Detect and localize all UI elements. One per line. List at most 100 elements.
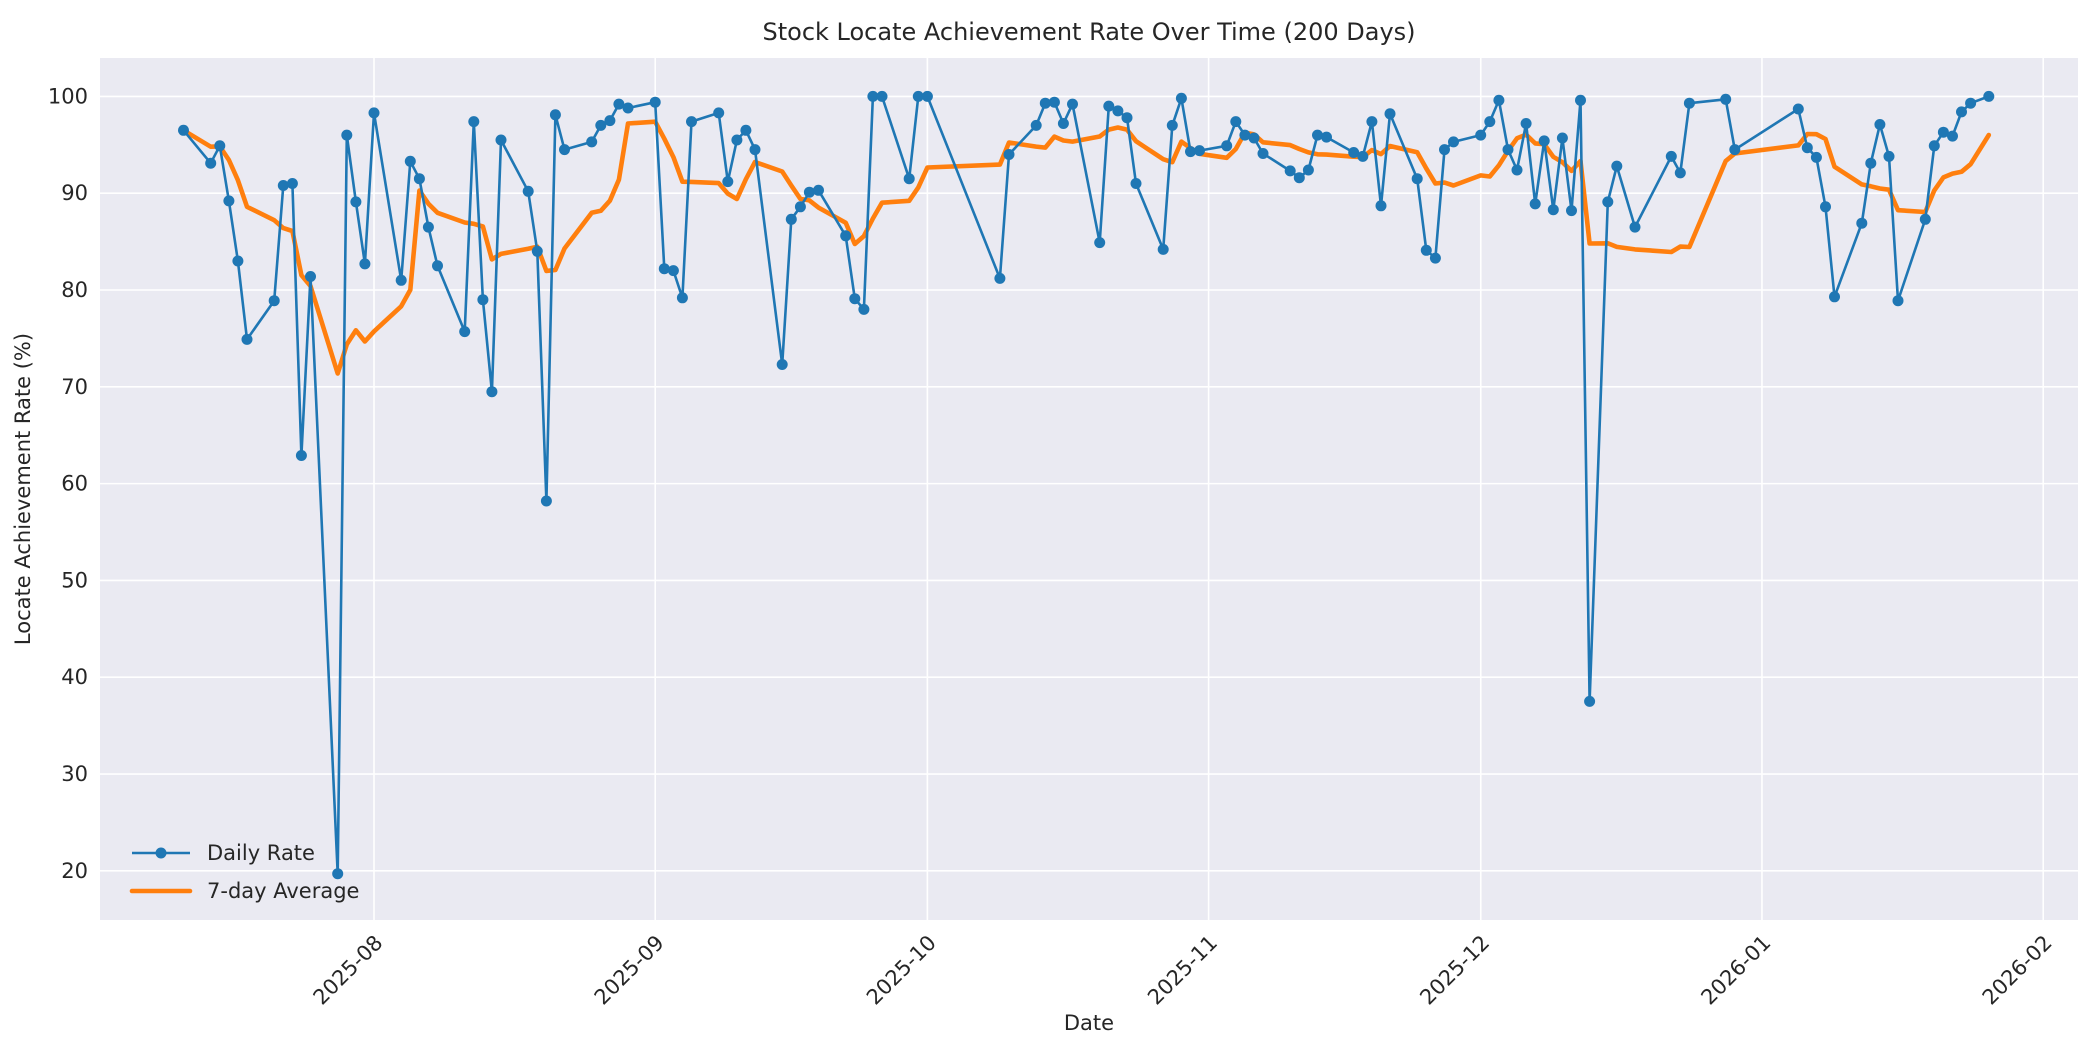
y-tick-label: 40 [61, 665, 88, 689]
daily-rate-data-point [1947, 130, 1958, 142]
daily-rate-data-point [214, 140, 226, 152]
daily-rate-data-point [1375, 200, 1387, 212]
daily-rate-data-point [295, 450, 307, 461]
series-7day-average [181, 119, 1992, 376]
y-tick-label: 50 [61, 568, 88, 592]
daily-rate-data-point [1175, 92, 1187, 104]
daily-rate-data-point [1157, 243, 1169, 255]
daily-rate-data-point [413, 173, 425, 185]
daily-rate-data-point [531, 245, 543, 257]
daily-rate-data-point [404, 155, 416, 167]
x-tick-label: 2025-11 [1143, 931, 1222, 1010]
daily-rate-data-point [1185, 146, 1196, 158]
daily-rate-data-point [1366, 116, 1378, 128]
y-tick-label: 30 [61, 762, 88, 786]
daily-rate-data-point [486, 386, 498, 398]
daily-rate-data-point [1547, 204, 1559, 216]
legend-daily-rate-marker-icon [155, 847, 167, 859]
daily-rate-data-point [849, 293, 861, 305]
daily-rate-data-point [1602, 196, 1614, 208]
daily-rate-data-point [205, 157, 217, 169]
daily-rate-data-point [350, 196, 362, 208]
daily-rate-data-point [676, 292, 688, 304]
daily-rate-data-point [840, 230, 852, 242]
daily-rate-data-point [286, 178, 298, 189]
daily-rate-data-point [903, 173, 915, 185]
daily-rate-data-point [1003, 149, 1015, 160]
legend-7day-average-label: 7-day Average [207, 879, 359, 903]
daily-rate-data-point [1865, 157, 1877, 169]
daily-rate-data-point [1257, 148, 1269, 159]
daily-rate-data-point [686, 116, 697, 128]
daily-rate-data-point [1538, 135, 1550, 147]
daily-rate-data-point [1357, 150, 1369, 162]
daily-rate-data-point [1502, 144, 1514, 156]
daily-rate-data-point [522, 185, 534, 197]
daily-rate-data-point [1665, 150, 1677, 162]
x-tick-label: 2025-10 [862, 931, 941, 1010]
daily-rate-data-point [1166, 119, 1178, 131]
daily-rate-data-point [1556, 132, 1568, 144]
daily-rate-data-point [1484, 116, 1496, 128]
x-axis-tick-labels: 2025-08 2025-09 2025-10 2025-11 2025-12 2026-… [309, 931, 2057, 1010]
daily-rate-data-point [1829, 291, 1840, 303]
daily-rate-data-point [994, 272, 1006, 284]
daily-rate-data-point [785, 213, 797, 225]
daily-rate-data-point [912, 90, 924, 102]
daily-rate-data-point [1429, 252, 1441, 264]
daily-rate-data-point [1030, 119, 1042, 131]
daily-rate-data-point [1230, 116, 1242, 128]
daily-rate-data-point [1874, 119, 1886, 130]
daily-rate-data-point [477, 294, 489, 306]
daily-rate-data-point [1674, 167, 1686, 179]
daily-rate-data-point [1729, 144, 1741, 156]
daily-rate-data-point [1956, 106, 1967, 118]
y-tick-label: 90 [61, 181, 88, 205]
daily-rate-data-point [1039, 97, 1051, 109]
daily-rate-data-point [1094, 237, 1106, 249]
daily-rate-data-point [713, 107, 725, 119]
daily-rate-data-point [622, 102, 634, 114]
daily-rate-data-point [776, 359, 788, 370]
daily-rate-data-point [1511, 164, 1523, 176]
x-axis-label: Date [1064, 1011, 1114, 1035]
daily-rate-data-point [867, 90, 879, 102]
x-tick-label: 2025-08 [309, 931, 388, 1010]
daily-rate-data-point [1057, 118, 1069, 129]
daily-rate-data-point [858, 303, 870, 315]
x-tick-label: 2026-01 [1696, 931, 1775, 1010]
daily-rate-data-point [1965, 97, 1977, 109]
daily-rate-data-point [1983, 90, 1995, 102]
daily-rate-data-point [549, 109, 561, 121]
daily-rate-data-point [1121, 112, 1133, 124]
y-axis-tick-labels: 20 30 40 50 60 70 80 90 100 [48, 84, 88, 882]
daily-rate-data-point [1919, 213, 1931, 225]
daily-rate-data-point [1284, 165, 1296, 177]
daily-rate-data-point [305, 271, 316, 282]
x-tick-label: 2025-12 [1415, 931, 1494, 1010]
daily-rate-data-point [1130, 178, 1142, 189]
daily-rate-data-point [241, 333, 253, 345]
daily-rate-data-point [794, 201, 806, 213]
daily-rate-data-point [1892, 295, 1904, 307]
daily-rate-data-point [1194, 145, 1205, 157]
daily-rate-data-point [921, 90, 933, 102]
daily-rate-data-point [1302, 164, 1314, 176]
x-tick-label: 2026-02 [1978, 931, 2057, 1010]
daily-rate-data-point [649, 96, 661, 108]
daily-rate-data-point [1883, 150, 1895, 162]
daily-rate-data-point [1856, 217, 1868, 229]
daily-rate-data-point [1439, 144, 1450, 156]
daily-rate-data-point [1348, 147, 1360, 158]
daily-rate-data-point [1629, 221, 1641, 233]
daily-rate-data-point [1248, 132, 1260, 144]
daily-rate-data-point [1810, 151, 1822, 163]
daily-rate-data-point [1493, 94, 1505, 106]
daily-rate-data-point [1683, 97, 1695, 109]
x-tick-label: 2025-09 [590, 931, 669, 1010]
daily-rate-data-point [540, 495, 552, 507]
daily-rate-data-point [495, 134, 507, 146]
daily-rate-data-point [1448, 136, 1459, 148]
daily-rate-data-point [1937, 126, 1949, 138]
